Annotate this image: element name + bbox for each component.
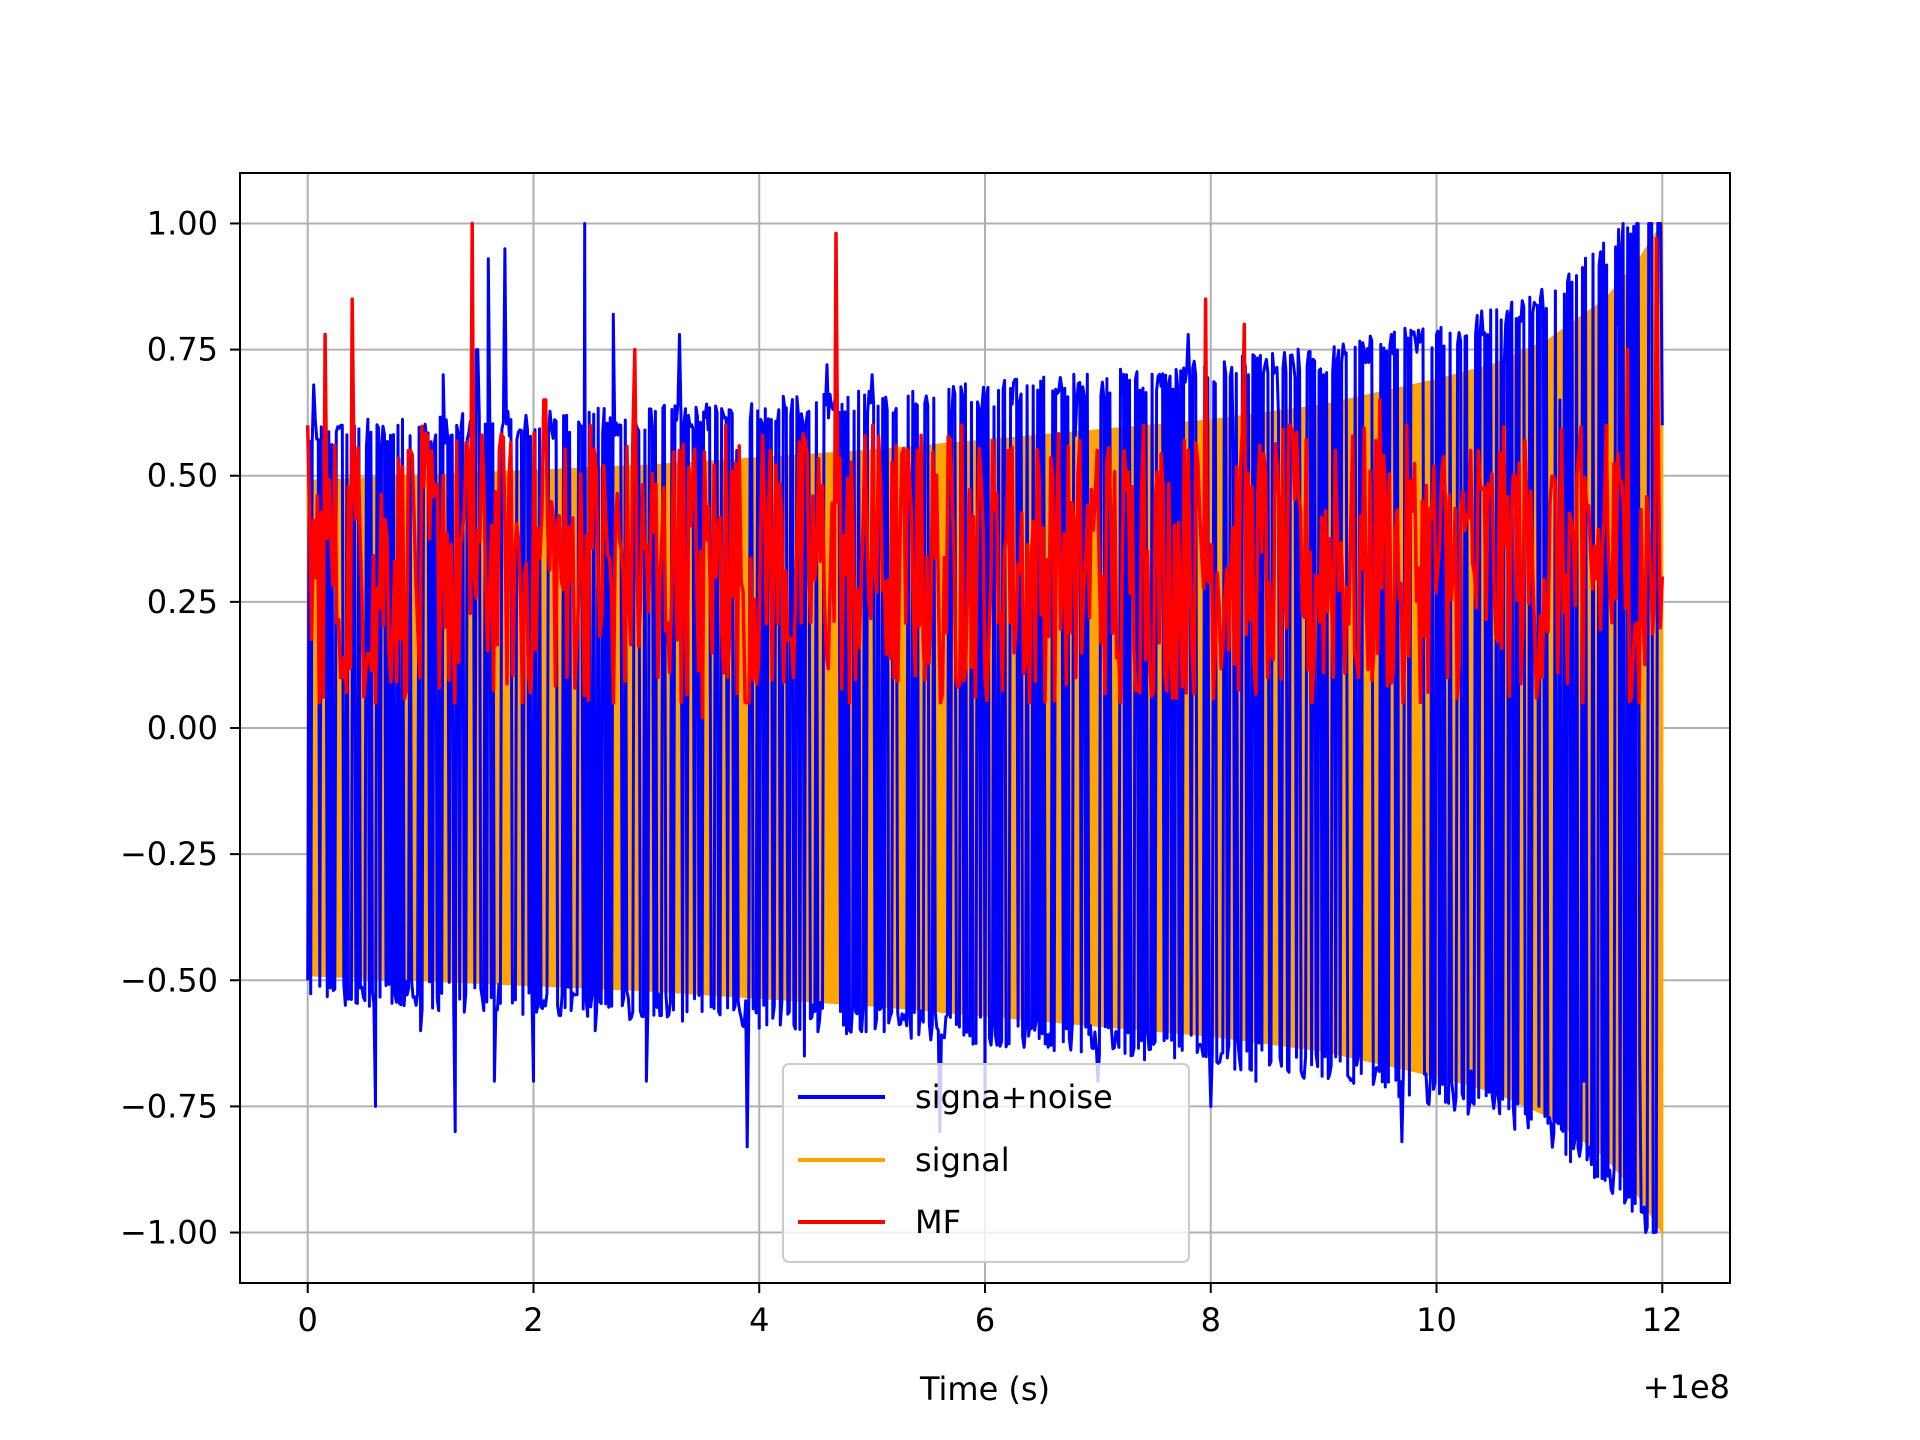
y-tick-label: 0.50 — [147, 457, 218, 495]
x-tick-label: 6 — [975, 1301, 995, 1339]
y-tick-label: 0.25 — [147, 583, 218, 621]
mf-line — [305, 221, 1665, 720]
axis-ticks: 0 2 4 6 8 10 12 1.00 0.75 0.50 0.25 0.00 −0.25 −0.50 −… — [120, 204, 1683, 1339]
x-axis-title: Time (s) — [919, 1370, 1050, 1408]
legend-label-signa-noise: signa+noise — [915, 1078, 1113, 1116]
x-tick-label: 4 — [749, 1301, 769, 1339]
legend-label-signal: signal — [915, 1141, 1010, 1179]
x-tick-label: 2 — [523, 1301, 543, 1339]
x-tick-label: 0 — [298, 1301, 318, 1339]
mf-series — [305, 221, 1665, 720]
y-tick-label: 1.00 — [147, 204, 218, 242]
x-tick-label: 8 — [1201, 1301, 1221, 1339]
y-tick-label: 0.75 — [147, 331, 218, 369]
x-offset-label: +1e8 — [1643, 1368, 1730, 1406]
y-tick-label: −0.25 — [120, 835, 218, 873]
y-tick-label: −0.50 — [120, 961, 218, 999]
legend: signa+noise signal MF — [782, 1063, 1190, 1263]
y-tick-label: −1.00 — [120, 1214, 218, 1252]
x-tick-label: 10 — [1416, 1301, 1457, 1339]
legend-label-mf: MF — [915, 1203, 961, 1241]
legend-box — [782, 1063, 1190, 1263]
x-tick-label: 12 — [1642, 1301, 1683, 1339]
y-tick-label: −0.75 — [120, 1087, 218, 1125]
y-tick-label: 0.00 — [147, 709, 218, 747]
